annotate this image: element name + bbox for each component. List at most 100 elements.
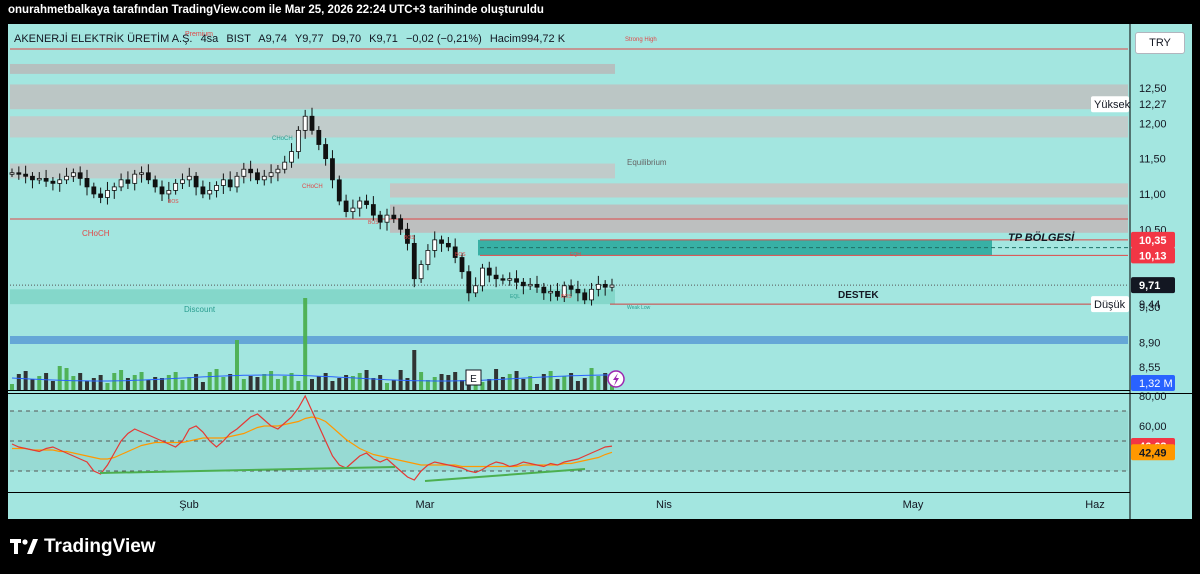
candle-body[interactable] (77, 172, 83, 179)
candle-body[interactable] (268, 172, 274, 177)
candle-body[interactable] (548, 291, 554, 294)
candle-body[interactable] (50, 180, 56, 184)
candle-body[interactable] (405, 228, 410, 244)
candle-body[interactable] (343, 200, 349, 213)
candle-body[interactable] (514, 278, 519, 283)
candle-body[interactable] (316, 129, 322, 145)
candle-body[interactable] (500, 278, 506, 281)
candle-body[interactable] (234, 175, 240, 188)
candle-body[interactable] (173, 182, 179, 191)
candle-body[interactable] (84, 178, 90, 188)
candle-body[interactable] (64, 175, 69, 181)
currency-button[interactable]: TRY (1135, 32, 1185, 54)
candle-body[interactable] (520, 281, 526, 287)
candle-body[interactable] (309, 115, 315, 131)
candle-body[interactable] (118, 179, 124, 188)
volume-bar (596, 376, 601, 390)
candle-body[interactable] (220, 179, 226, 186)
candle-body[interactable] (145, 172, 151, 181)
candle-body[interactable] (527, 283, 533, 287)
candle-body[interactable] (609, 284, 615, 288)
candle-body[interactable] (98, 193, 104, 198)
candle-body[interactable] (384, 214, 390, 223)
candle-body[interactable] (57, 179, 63, 184)
candle-body[interactable] (241, 168, 247, 177)
candle-body[interactable] (589, 288, 594, 301)
candle-body[interactable] (214, 185, 219, 191)
candle-body[interactable] (568, 285, 574, 290)
candle-body[interactable] (364, 200, 369, 205)
candle-body[interactable] (561, 285, 567, 297)
candle-body[interactable] (159, 186, 165, 195)
blue-band (10, 336, 1128, 344)
candle-body[interactable] (473, 285, 479, 294)
candle-body[interactable] (398, 218, 404, 230)
candle-body[interactable] (575, 288, 581, 294)
volume-bar (282, 376, 287, 390)
candle-body[interactable] (193, 175, 199, 188)
candle-body[interactable] (534, 283, 540, 288)
candle-body[interactable] (139, 172, 144, 175)
candle-body[interactable] (493, 274, 499, 280)
candle-body[interactable] (36, 178, 42, 181)
candle-body[interactable] (323, 144, 329, 160)
candle-body[interactable] (582, 292, 588, 301)
candle-body[interactable] (602, 283, 608, 288)
candle-body[interactable] (411, 242, 417, 280)
candle-body[interactable] (111, 186, 117, 191)
candle-body[interactable] (595, 283, 601, 290)
candle-body[interactable] (105, 190, 110, 198)
tradingview-logo[interactable]: TradingView (10, 536, 156, 558)
candle-body[interactable] (350, 207, 356, 213)
candle-body[interactable] (370, 204, 376, 216)
candle-body[interactable] (16, 172, 22, 175)
symbol-name[interactable]: AKENERJİ ELEKTRİK ÜRETİM A.Ş. (14, 33, 193, 45)
candle-body[interactable] (459, 257, 465, 273)
candle-body[interactable] (275, 168, 281, 174)
candle-body[interactable] (207, 190, 213, 195)
candle-body[interactable] (255, 172, 260, 181)
candle-body[interactable] (439, 239, 444, 244)
candle-body[interactable] (152, 179, 158, 188)
candle-body[interactable] (445, 242, 451, 248)
candle-body[interactable] (330, 158, 335, 181)
candle-body[interactable] (261, 175, 267, 181)
candle-body[interactable] (91, 186, 97, 195)
candle-body[interactable] (30, 175, 35, 181)
candle-body[interactable] (452, 246, 458, 258)
candle-body[interactable] (289, 151, 294, 163)
candle-body[interactable] (418, 264, 424, 280)
price-tick-label: 11,00 (1139, 189, 1166, 201)
candle-body[interactable] (70, 172, 76, 177)
candle-body[interactable] (486, 267, 492, 276)
earnings-icon[interactable] (465, 369, 482, 386)
symbol-legend[interactable]: AKENERJİ ELEKTRİK ÜRETİM A.Ş. 4sa BIST A… (14, 33, 570, 45)
candle-body[interactable] (357, 200, 363, 209)
candle-body[interactable] (23, 173, 29, 177)
candle-body[interactable] (166, 190, 172, 195)
candle-body[interactable] (377, 214, 383, 223)
candle-body[interactable] (541, 286, 547, 294)
candle-body[interactable] (186, 175, 192, 181)
candle-body[interactable] (200, 186, 206, 195)
candle-body[interactable] (227, 179, 233, 188)
interval-label[interactable]: 4sa (200, 33, 219, 45)
candle-body[interactable] (425, 250, 431, 265)
candle-body[interactable] (391, 214, 397, 220)
candle-body[interactable] (336, 179, 342, 202)
candle-body[interactable] (507, 278, 513, 281)
candle-body[interactable] (248, 168, 254, 174)
candle-body[interactable] (132, 173, 138, 184)
candle-body[interactable] (180, 179, 185, 184)
candle-body[interactable] (282, 161, 288, 170)
candle-body[interactable] (125, 179, 131, 184)
candle-body[interactable] (480, 267, 485, 287)
candle-body[interactable] (432, 239, 438, 251)
candle-body[interactable] (302, 115, 308, 131)
candle-body[interactable] (43, 178, 49, 182)
candle-body[interactable] (466, 271, 472, 294)
candle-body[interactable] (555, 291, 560, 297)
candle-body[interactable] (295, 129, 301, 152)
candle-body[interactable] (9, 172, 15, 175)
